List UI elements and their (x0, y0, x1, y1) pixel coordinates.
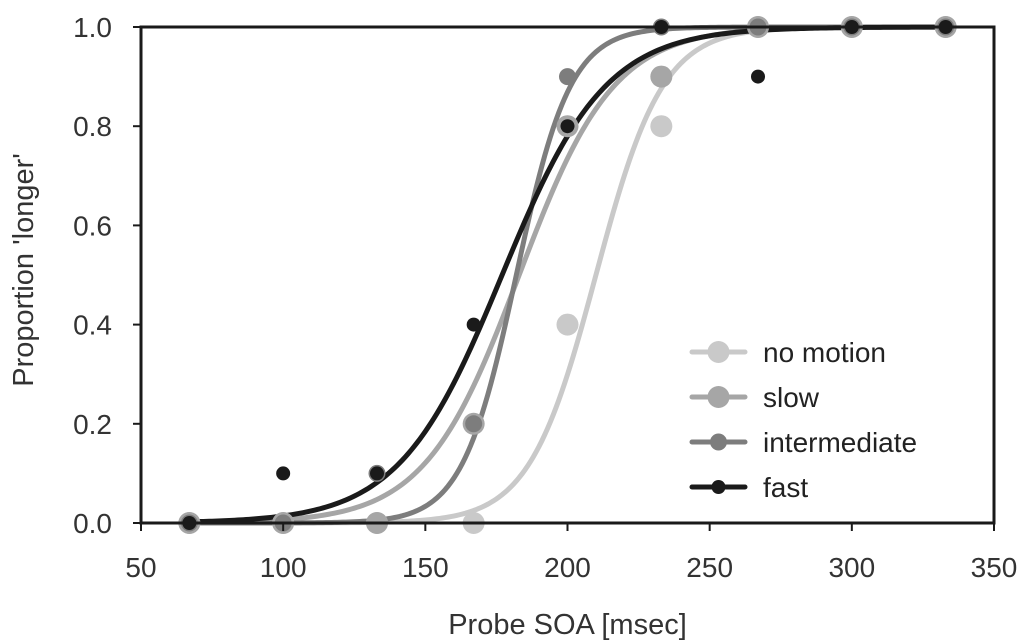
y-tick-label: 1.0 (73, 12, 112, 43)
data-point-intermediate (465, 415, 483, 433)
legend-label-fast: fast (763, 472, 808, 503)
data-points (178, 16, 957, 534)
x-tick-label: 300 (828, 552, 875, 583)
y-axis-label: Proportion 'longer' (8, 153, 40, 387)
legend-marker-slow (707, 386, 730, 408)
y-tick-label: 0.2 (73, 409, 112, 440)
x-tick-label: 50 (125, 552, 156, 583)
legend: no motion slow intermediate fast (689, 337, 917, 503)
x-axis-label: Probe SOA [msec] (448, 609, 687, 641)
data-point-no-motion (650, 115, 673, 138)
x-tick-label: 200 (544, 552, 591, 583)
x-tick-label: 150 (402, 552, 449, 583)
data-point-intermediate (559, 68, 576, 86)
data-point-fast (276, 466, 291, 481)
y-tick-label: 0.4 (73, 310, 112, 341)
data-point-slow (650, 65, 673, 88)
legend-label-slow: slow (763, 382, 820, 413)
x-tick-label: 100 (260, 552, 307, 583)
legend-marker-no-motion (707, 341, 730, 363)
y-tick-label: 0.8 (73, 111, 112, 142)
legend-marker-intermediate (710, 433, 727, 451)
data-point-no-motion (556, 313, 579, 336)
y-axis-ticks: 0.0 0.2 0.4 0.6 0.8 1.0 (73, 12, 141, 539)
data-point-fast (369, 466, 384, 481)
y-tick-label: 0.0 (73, 508, 112, 539)
legend-label-intermediate: intermediate (763, 427, 917, 458)
legend-label-no-motion: no motion (763, 337, 886, 368)
x-tick-label: 250 (686, 552, 733, 583)
x-axis-ticks: 50 100 150 200 250 300 350 (125, 523, 1017, 583)
data-point-fast (466, 317, 481, 332)
x-tick-label: 350 (971, 552, 1018, 583)
legend-marker-fast (711, 480, 726, 494)
data-point-fast (751, 69, 766, 84)
y-tick-label: 0.6 (73, 210, 112, 241)
data-point-fast (560, 119, 575, 134)
